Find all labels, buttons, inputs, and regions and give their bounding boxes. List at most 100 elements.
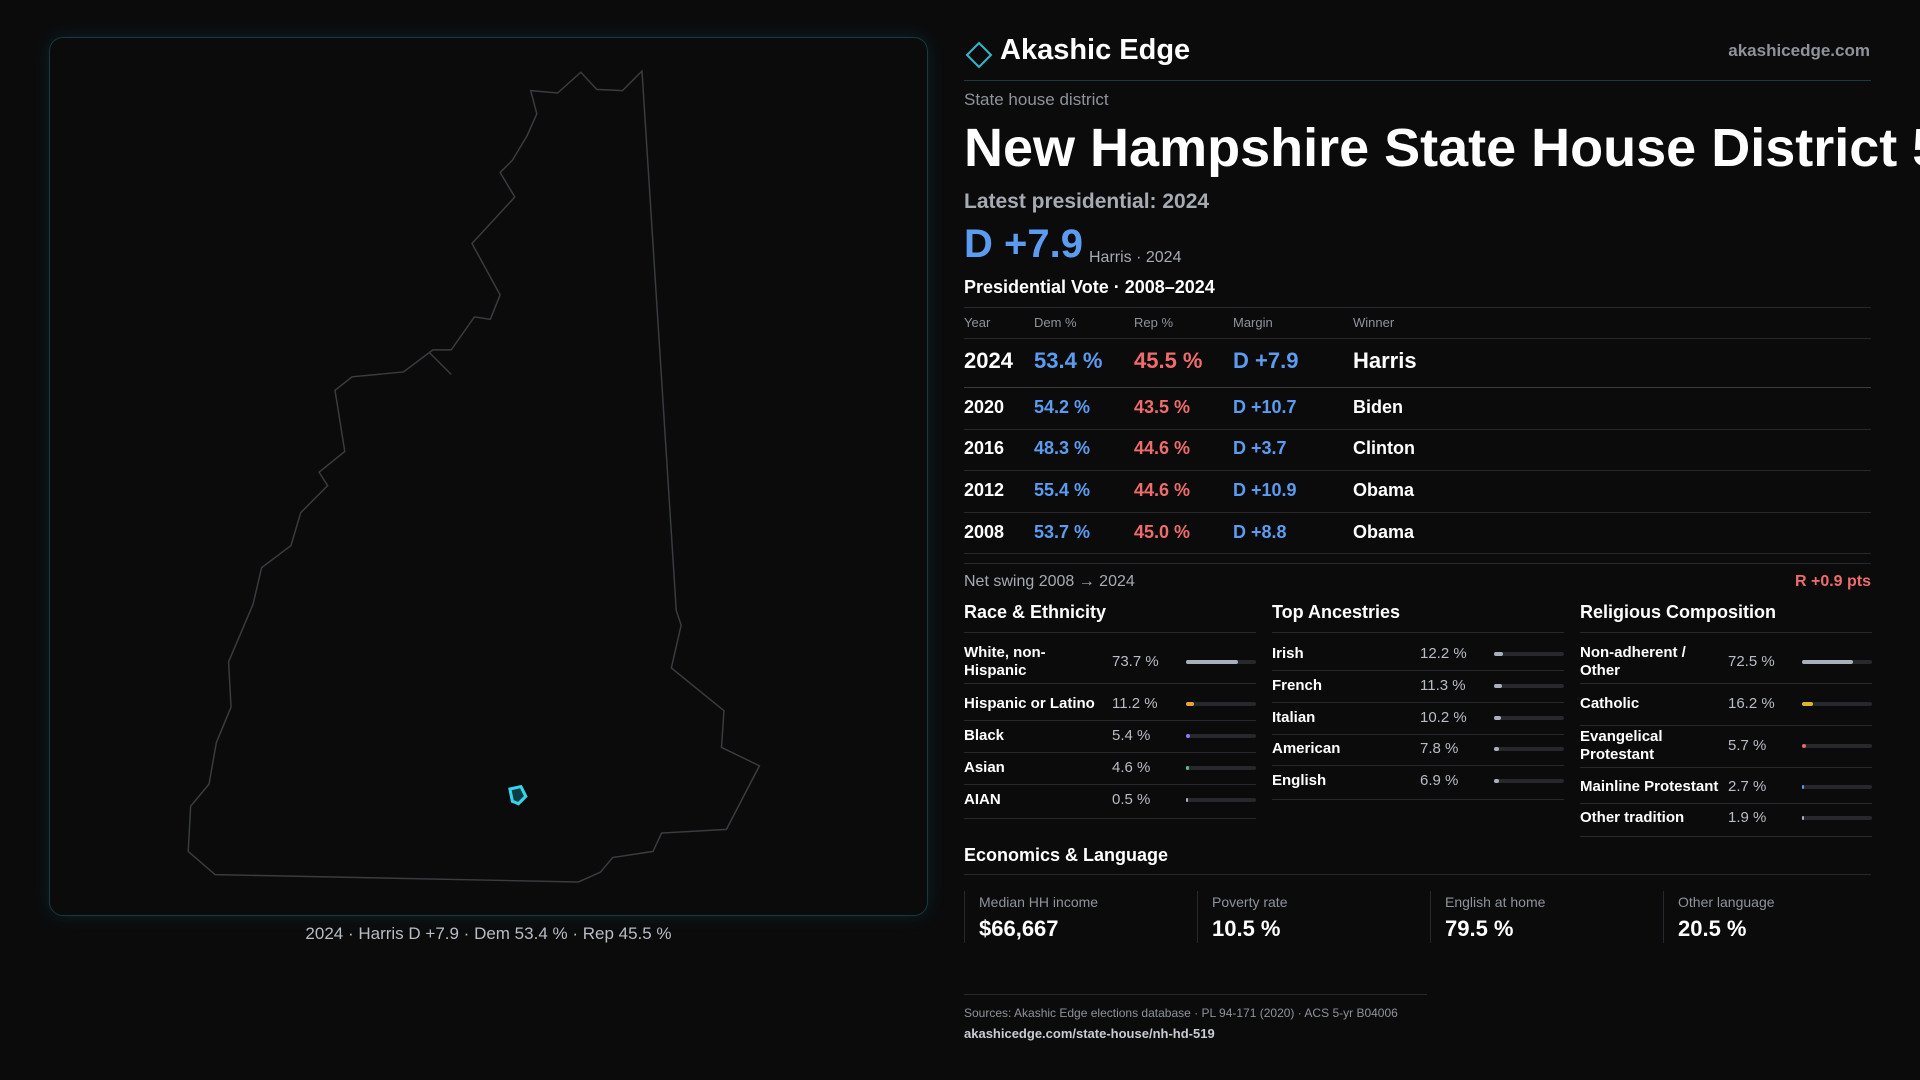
bar-track xyxy=(1802,744,1872,748)
stat-box xyxy=(1663,891,1664,943)
title: New Hampshire State House District 519 xyxy=(964,118,1920,178)
table-cell: D +10.7 xyxy=(1233,397,1297,418)
divider xyxy=(964,338,1871,339)
bar xyxy=(1802,744,1806,748)
bar-track xyxy=(1186,734,1256,738)
bar xyxy=(1802,816,1804,820)
row-value: 11.3 % xyxy=(1420,677,1466,694)
row-value: 4.6 % xyxy=(1112,759,1151,776)
row-value: 7.8 % xyxy=(1420,740,1459,757)
divider xyxy=(964,720,1256,721)
table-cell: 2024 xyxy=(964,347,1013,373)
margin-note: Harris · 2024 xyxy=(1089,249,1182,266)
row-value: 6.9 % xyxy=(1420,772,1459,789)
divider xyxy=(1580,802,1872,804)
map-panel xyxy=(49,37,928,916)
divider xyxy=(1272,733,1564,735)
row-label: AIAN xyxy=(964,791,1001,808)
table-title: Presidential Vote · 2008–2024 xyxy=(964,277,1215,297)
section-title: Top Ancestries xyxy=(1272,602,1401,622)
column-header: Winner xyxy=(1353,315,1395,330)
row-label: Italian xyxy=(1272,709,1316,726)
divider xyxy=(1272,799,1564,800)
row-value: 73.7 % xyxy=(1112,653,1159,670)
table-cell: 2008 xyxy=(964,522,1005,543)
row-value: 0.5 % xyxy=(1112,791,1151,808)
bar xyxy=(1186,766,1190,770)
divider xyxy=(1272,670,1564,671)
stat-value: $66,667 xyxy=(979,916,1059,941)
row-label: Other tradition xyxy=(1580,809,1685,826)
row-value: 5.4 % xyxy=(1112,727,1151,744)
site: akashicedge.com xyxy=(1728,41,1870,60)
divider xyxy=(964,784,1256,785)
divider xyxy=(964,632,1256,633)
table-cell: 2016 xyxy=(964,438,1005,459)
swing-label: Net swing 2008 → 2024 xyxy=(964,573,1135,590)
divider xyxy=(964,563,1871,564)
divider xyxy=(1580,683,1872,684)
table-cell: 44.6 % xyxy=(1134,480,1191,501)
swing-value: R +0.9 pts xyxy=(1794,573,1871,590)
stat-label: Median HH income xyxy=(979,894,1099,910)
row-label: Non-adherent / Other xyxy=(1580,644,1686,679)
row-label: Irish xyxy=(1272,645,1304,662)
divider xyxy=(964,470,1871,471)
table-cell: D +7.9 xyxy=(1233,347,1299,373)
stat-box xyxy=(1197,891,1198,943)
divider xyxy=(1580,632,1872,633)
logo xyxy=(965,41,993,69)
bar xyxy=(1186,734,1190,738)
divider xyxy=(1272,702,1564,703)
bar xyxy=(1186,798,1188,802)
table-cell: 53.4 % xyxy=(1034,347,1103,373)
bar xyxy=(1802,660,1853,664)
column-header: Margin xyxy=(1233,315,1273,330)
row-label: American xyxy=(1272,740,1341,757)
bar-track xyxy=(1494,684,1564,688)
stat-box xyxy=(1430,891,1431,943)
bar-track xyxy=(1494,779,1564,783)
table-cell: 48.3 % xyxy=(1034,438,1091,459)
map-caption: 2024 · Harris D +7.9 · Dem 53.4 % · Rep … xyxy=(305,924,672,943)
table-cell: D +3.7 xyxy=(1233,438,1287,459)
column-header: Year xyxy=(964,315,991,330)
divider xyxy=(964,429,1871,430)
state-outline xyxy=(187,69,761,883)
table-cell: Obama xyxy=(1353,522,1415,543)
table-cell: Biden xyxy=(1353,397,1404,418)
bar-track xyxy=(1802,702,1872,706)
table-cell: 54.2 % xyxy=(1034,397,1091,418)
column-header: Rep % xyxy=(1134,315,1174,330)
table-cell: Obama xyxy=(1353,480,1415,501)
divider xyxy=(1580,766,1872,768)
row-value: 2.7 % xyxy=(1728,778,1767,795)
divider xyxy=(964,752,1256,753)
table-cell: D +10.9 xyxy=(1233,480,1297,501)
section-title: Economics & Language xyxy=(964,845,1169,865)
bar-track xyxy=(1186,798,1256,802)
bar-track xyxy=(1186,702,1256,706)
sources: Sources: Akashic Edge elections database… xyxy=(964,1006,1398,1020)
row-label: French xyxy=(1272,677,1323,694)
stat-label: Poverty rate xyxy=(1212,894,1288,910)
divider xyxy=(964,387,1871,388)
table-cell: 45.0 % xyxy=(1134,522,1191,543)
row-label: White, non-Hispanic xyxy=(964,644,1046,679)
bar xyxy=(1186,660,1238,664)
divider xyxy=(964,512,1871,513)
row-value: 16.2 % xyxy=(1728,695,1775,712)
table-cell: 2020 xyxy=(964,397,1005,418)
stat-value: 10.5 % xyxy=(1212,916,1281,941)
divider xyxy=(964,874,1871,875)
kind: State house district xyxy=(964,90,1109,109)
row-value: 10.2 % xyxy=(1420,709,1467,726)
divider xyxy=(1272,765,1564,766)
stat-label: Other language xyxy=(1678,894,1775,910)
latest: Latest presidential: 2024 xyxy=(964,190,1210,213)
row-value: 11.2 % xyxy=(1112,695,1158,712)
bar xyxy=(1494,716,1502,720)
bar-track xyxy=(1802,816,1872,820)
divider xyxy=(964,994,1427,995)
